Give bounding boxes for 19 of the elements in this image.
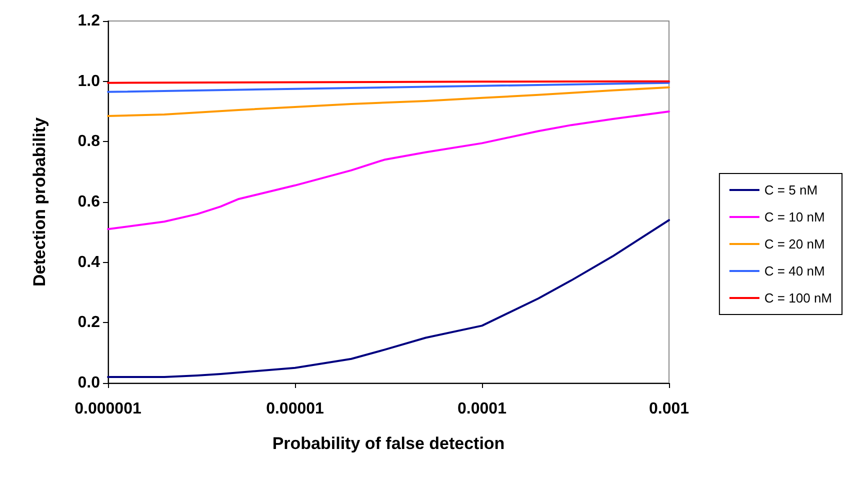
line-series: [107, 82, 670, 93]
y-tick-label: 1.2: [78, 12, 100, 30]
y-tick-label: 0.8: [78, 133, 100, 150]
y-axis-title: Detection probability: [30, 116, 49, 287]
y-tick-label: 0.2: [78, 314, 100, 332]
x-tick-label: 0.0001: [458, 400, 507, 418]
x-tick-label: 0.000001: [74, 400, 142, 418]
legend-label: C = 100 nM: [764, 290, 832, 306]
x-axis-title: Probability of false detection: [272, 434, 505, 453]
legend-label: C = 40 nM: [764, 264, 825, 278]
y-tick-label: 0.4: [78, 254, 100, 271]
legend-label: C = 5 nM: [764, 182, 818, 198]
y-tick-label: 0.6: [78, 194, 100, 210]
legend-label: C = 20 nM: [764, 236, 825, 252]
legend-label: C = 10 nM: [764, 210, 825, 224]
x-tick-label: 0.00001: [266, 400, 324, 418]
x-tick-label: 0.001: [648, 400, 690, 418]
y-tick-label: 0.0: [78, 374, 100, 392]
y-tick-label: 1.0: [78, 72, 100, 90]
